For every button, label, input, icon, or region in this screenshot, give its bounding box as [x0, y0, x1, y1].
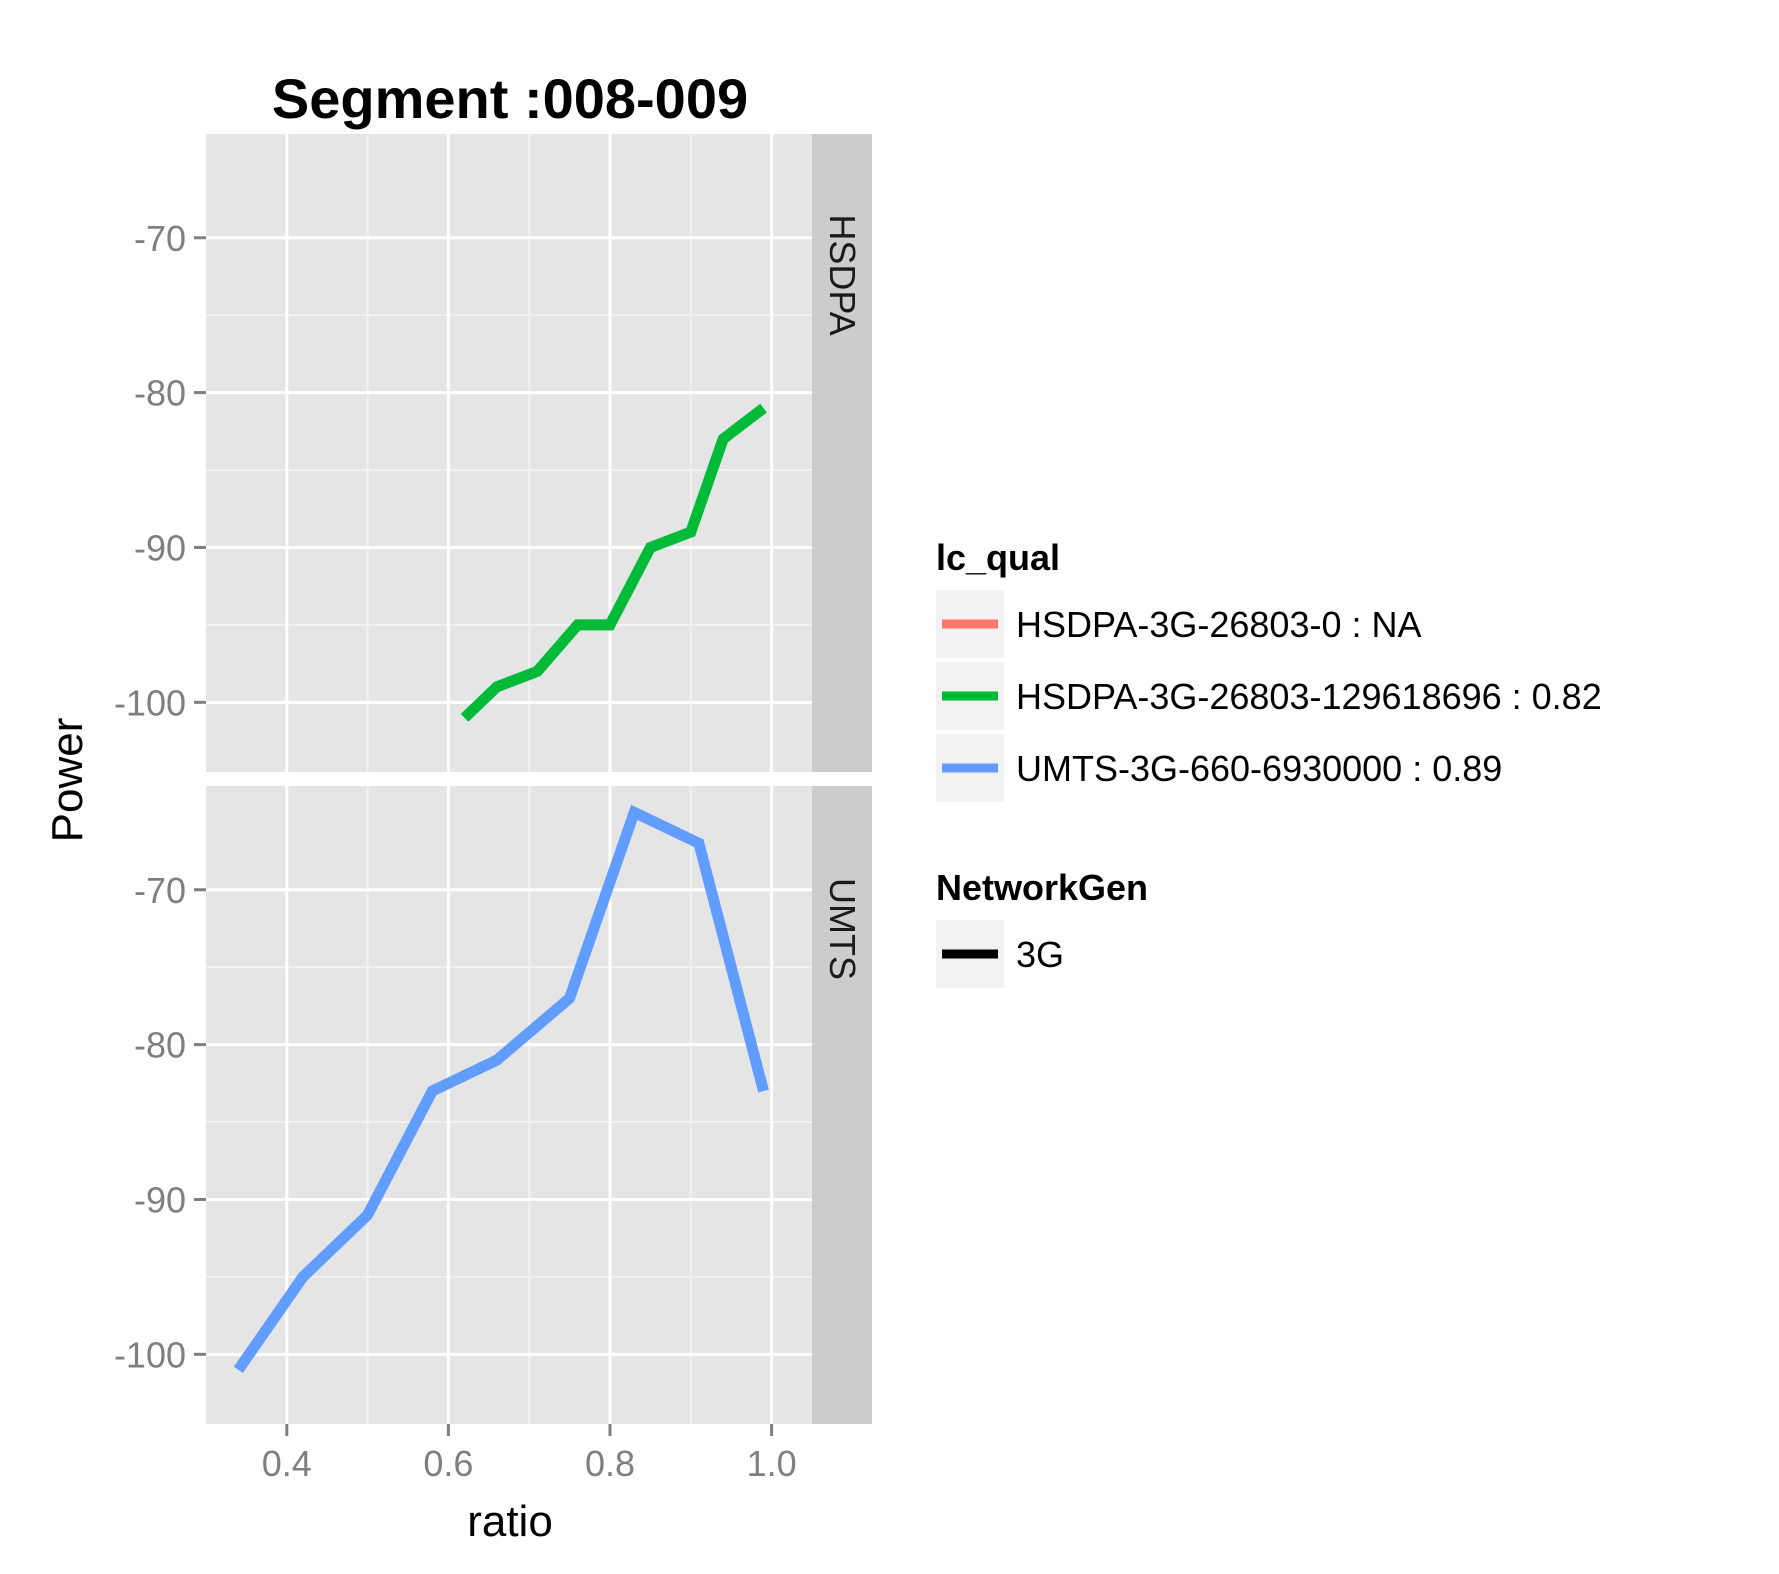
y-tick-label: -80	[134, 373, 186, 414]
facet-strip-label: UMTS	[822, 878, 863, 980]
legend-item: UMTS-3G-660-6930000 : 0.89	[936, 734, 1502, 802]
legend-networkgen: NetworkGen 3G	[936, 867, 1148, 988]
y-tick-label: -80	[134, 1025, 186, 1066]
legend-title: lc_qual	[936, 537, 1060, 578]
legend-item: HSDPA-3G-26803-0 : NA	[936, 590, 1422, 658]
facet-strip-label: HSDPA	[822, 214, 863, 335]
facet-panels: -100 -90 -80 -70 HSDPA -100 -90 -80 -70 UMTS	[114, 134, 872, 1424]
facet-strip	[812, 134, 872, 772]
legend-lc-qual: lc_qual HSDPA-3G-26803-0 : NA HSDPA-3G-268…	[936, 537, 1602, 802]
legends: lc_qual HSDPA-3G-26803-0 : NA HSDPA-3G-268…	[936, 537, 1602, 988]
y-tick-label: -100	[114, 682, 186, 723]
legend-item-label: HSDPA-3G-26803-129618696 : 0.82	[1016, 676, 1602, 717]
legend-item: HSDPA-3G-26803-129618696 : 0.82	[936, 662, 1602, 730]
series-line	[460, 403, 767, 722]
x-tick-label: 0.6	[423, 1443, 473, 1484]
y-tick-label: -70	[134, 218, 186, 259]
panel-background	[206, 786, 812, 1424]
facet-panel-umts: -100 -90 -80 -70 UMTS	[114, 786, 872, 1424]
y-tick-label: -100	[114, 1334, 186, 1375]
y-tick-label: -90	[134, 527, 186, 568]
legend-item-label: HSDPA-3G-26803-0 : NA	[1016, 604, 1422, 645]
series-line	[233, 804, 769, 1373]
x-axis: 0.4 0.6 0.8 1.0	[262, 1424, 797, 1484]
x-tick-label: 0.4	[262, 1443, 312, 1484]
facet-panel-hsdpa: -100 -90 -80 -70 HSDPA	[114, 134, 872, 772]
panel-background	[206, 134, 812, 772]
y-axis-label: Power	[43, 718, 92, 843]
chart-title: Segment :008-009	[272, 67, 748, 130]
legend-title: NetworkGen	[936, 867, 1148, 908]
facet-strip	[812, 786, 872, 1424]
x-tick-label: 0.8	[585, 1443, 635, 1484]
x-axis-label: ratio	[467, 1497, 553, 1546]
y-tick-label: -70	[134, 870, 186, 911]
y-tick-label: -90	[134, 1179, 186, 1220]
legend-item: 3G	[936, 920, 1064, 988]
x-tick-label: 1.0	[747, 1443, 797, 1484]
legend-item-label: UMTS-3G-660-6930000 : 0.89	[1016, 748, 1502, 789]
legend-item-label: 3G	[1016, 934, 1064, 975]
